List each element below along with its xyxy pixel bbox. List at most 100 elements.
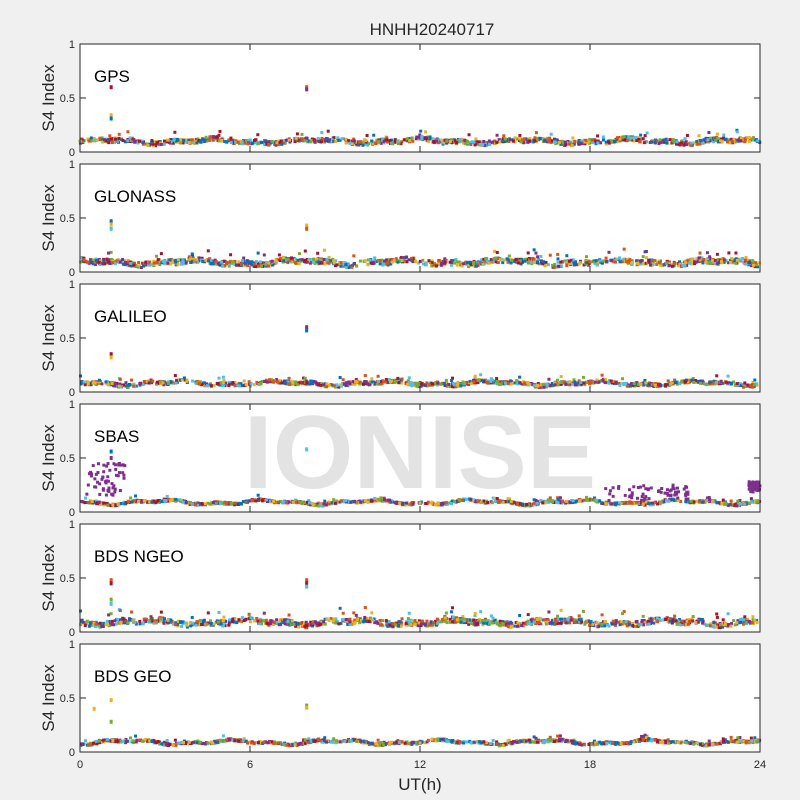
data-point bbox=[386, 258, 390, 262]
data-point bbox=[665, 488, 669, 492]
data-point bbox=[240, 616, 244, 620]
data-point bbox=[368, 380, 372, 384]
data-point bbox=[672, 498, 676, 502]
data-point bbox=[508, 382, 512, 386]
data-point bbox=[126, 383, 130, 387]
data-point bbox=[296, 258, 300, 262]
data-point bbox=[179, 498, 183, 502]
data-point bbox=[234, 263, 238, 267]
data-point bbox=[467, 133, 471, 137]
data-point bbox=[697, 134, 701, 138]
data-point bbox=[382, 139, 386, 143]
data-point bbox=[553, 140, 557, 144]
data-point bbox=[102, 463, 106, 467]
data-point bbox=[291, 381, 295, 385]
data-point bbox=[502, 134, 506, 138]
data-point bbox=[628, 495, 632, 499]
data-point bbox=[172, 138, 176, 142]
data-point bbox=[182, 378, 186, 382]
data-point bbox=[666, 379, 670, 383]
data-point bbox=[194, 503, 198, 507]
data-point bbox=[445, 384, 449, 388]
data-point bbox=[602, 259, 606, 263]
data-point bbox=[487, 142, 491, 146]
data-point bbox=[365, 140, 369, 144]
data-point bbox=[635, 500, 639, 504]
data-point bbox=[619, 258, 623, 262]
data-point bbox=[233, 501, 237, 505]
data-point bbox=[698, 500, 702, 504]
data-point bbox=[192, 142, 196, 146]
data-point bbox=[556, 383, 560, 387]
data-point bbox=[320, 261, 324, 265]
data-point bbox=[420, 134, 424, 138]
data-point bbox=[507, 140, 511, 144]
data-point bbox=[727, 261, 731, 265]
data-point bbox=[211, 259, 215, 263]
data-point bbox=[123, 140, 127, 144]
data-point bbox=[190, 623, 194, 627]
data-point bbox=[474, 264, 478, 268]
data-point bbox=[568, 383, 572, 387]
data-point bbox=[173, 130, 177, 134]
data-point bbox=[516, 382, 520, 386]
data-point bbox=[600, 373, 604, 377]
data-point bbox=[151, 379, 155, 383]
data-point bbox=[477, 378, 481, 382]
data-point bbox=[565, 264, 569, 268]
data-point bbox=[254, 260, 258, 264]
data-point bbox=[507, 499, 511, 503]
data-point bbox=[142, 382, 146, 386]
data-point bbox=[375, 259, 379, 263]
data-point bbox=[119, 502, 123, 506]
data-point bbox=[278, 379, 282, 383]
data-point bbox=[553, 265, 557, 269]
data-point bbox=[119, 385, 123, 389]
data-point bbox=[411, 139, 415, 143]
data-point bbox=[250, 498, 254, 502]
data-point bbox=[489, 258, 493, 262]
data-point bbox=[193, 501, 197, 505]
data-point bbox=[139, 500, 143, 504]
data-point bbox=[545, 383, 549, 387]
data-point bbox=[564, 261, 568, 265]
data-point bbox=[267, 264, 271, 268]
data-point bbox=[363, 259, 367, 263]
data-point bbox=[410, 259, 414, 263]
data-point bbox=[755, 485, 759, 489]
data-point bbox=[744, 262, 748, 266]
data-point bbox=[553, 381, 557, 385]
data-point bbox=[699, 381, 703, 385]
data-point bbox=[325, 382, 329, 386]
data-point bbox=[346, 383, 350, 387]
data-point bbox=[396, 142, 400, 146]
data-point bbox=[418, 133, 422, 137]
data-point bbox=[166, 381, 170, 385]
data-point bbox=[237, 381, 241, 385]
data-point bbox=[672, 262, 676, 266]
data-point bbox=[690, 262, 694, 266]
data-point bbox=[560, 499, 564, 503]
data-point bbox=[621, 501, 625, 505]
data-point bbox=[323, 248, 327, 252]
data-point bbox=[175, 498, 179, 502]
data-point bbox=[294, 500, 298, 504]
data-point bbox=[196, 503, 200, 507]
data-point bbox=[537, 262, 541, 266]
data-point bbox=[433, 382, 437, 386]
data-point bbox=[635, 139, 639, 143]
data-point bbox=[506, 380, 510, 384]
data-point bbox=[330, 138, 334, 142]
data-point bbox=[706, 498, 710, 502]
data-point bbox=[734, 138, 738, 142]
data-point bbox=[424, 137, 428, 141]
data-point bbox=[325, 257, 329, 261]
data-point bbox=[717, 261, 721, 265]
data-point bbox=[682, 141, 686, 145]
data-point bbox=[662, 383, 666, 387]
data-point bbox=[638, 260, 642, 264]
data-point bbox=[377, 497, 381, 501]
data-point bbox=[137, 261, 141, 265]
data-point bbox=[322, 257, 326, 261]
data-point bbox=[313, 380, 317, 384]
